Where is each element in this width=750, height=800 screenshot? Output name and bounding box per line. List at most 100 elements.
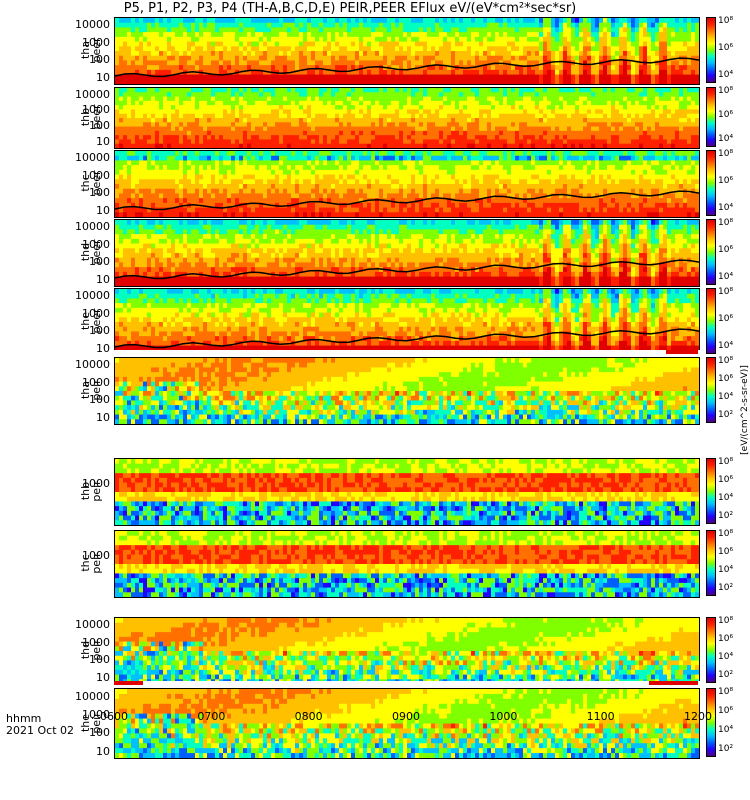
colorbar-tick-thb-peer: 10⁴ bbox=[718, 134, 733, 144]
spectrogram-thb-peir bbox=[114, 458, 700, 526]
chart-title: P5, P1, P2, P3, P4 (TH-A,B,C,D,E) PEIR,P… bbox=[0, 1, 700, 16]
ytick-tha-peir: 1000 bbox=[0, 376, 110, 389]
ytick-the-peer: 10 bbox=[0, 342, 110, 355]
flag-segment bbox=[665, 350, 698, 354]
colorbar-tick-tha-peer: 10⁴ bbox=[718, 70, 733, 80]
colorbar-tick-thd-peir: 10⁸ bbox=[718, 616, 733, 626]
spacecraft-potential-line bbox=[115, 57, 699, 78]
xtick-label: 0900 bbox=[392, 710, 420, 723]
colorbar-tick-the-peir: 10² bbox=[718, 744, 733, 754]
ytick-thb-peer: 10 bbox=[0, 135, 110, 148]
flag-segment bbox=[649, 681, 698, 685]
spectrogram-thd-peir bbox=[114, 617, 700, 685]
colorbar-tick-thd-peir: 10⁴ bbox=[718, 652, 733, 662]
spectrogram-image-thd-peir bbox=[115, 618, 699, 684]
ytick-thd-peer: 1000 bbox=[0, 238, 110, 251]
spectrogram-image-thd-peer bbox=[115, 220, 699, 286]
ytick-thb-peer: 1000 bbox=[0, 103, 110, 116]
colorbar-tick-thc-peir: 10⁸ bbox=[718, 529, 733, 539]
colorbar-tick-tha-peer: 10⁶ bbox=[718, 43, 733, 53]
colorbar-thd-peer bbox=[706, 219, 716, 285]
time-axis-units: hhmm bbox=[6, 712, 41, 725]
spectrogram-the-peir bbox=[114, 688, 700, 759]
ytick-thc-peer: 10 bbox=[0, 204, 110, 217]
colorbar-tha-peer bbox=[706, 17, 716, 83]
colorbar-tick-the-peir: 10⁴ bbox=[718, 725, 733, 735]
colorbar-tick-thb-peir: 10⁸ bbox=[718, 457, 733, 467]
spacecraft-potential-line bbox=[115, 190, 699, 211]
colorbar-tick-the-peer: 10⁸ bbox=[718, 287, 733, 297]
spacecraft-potential-line bbox=[115, 259, 699, 280]
flag-segment bbox=[114, 681, 144, 685]
spectrogram-tha-peer bbox=[114, 17, 700, 85]
ytick-the-peir: 100 bbox=[0, 726, 110, 739]
ytick-tha-peer: 10000 bbox=[0, 18, 110, 31]
spectrogram-thc-peer bbox=[114, 150, 700, 218]
colorbar-the-peir bbox=[706, 688, 716, 757]
ytick-tha-peer: 1000 bbox=[0, 36, 110, 49]
xtick-label: 1200 bbox=[684, 710, 712, 723]
xtick-label: 1000 bbox=[489, 710, 517, 723]
colorbar-tick-thc-peir: 10⁴ bbox=[718, 565, 733, 575]
colorbar-tick-tha-peir: 10⁴ bbox=[718, 392, 733, 402]
ytick-the-peir: 1000 bbox=[0, 708, 110, 721]
colorbar-tick-thb-peir: 10⁴ bbox=[718, 493, 733, 503]
ytick-tha-peir: 10000 bbox=[0, 358, 110, 371]
spectrogram-the-peer bbox=[114, 288, 700, 356]
ytick-the-peer: 100 bbox=[0, 324, 110, 337]
colorbar-tick-thd-peir: 10² bbox=[718, 670, 733, 680]
colorbar-tick-tha-peer: 10⁸ bbox=[718, 16, 733, 26]
ytick-thb-peer: 10000 bbox=[0, 88, 110, 101]
colorbar-tick-thb-peir: 10² bbox=[718, 511, 733, 521]
xtick-label: 0600 bbox=[100, 710, 128, 723]
ytick-thc-peir: 1000 bbox=[0, 549, 110, 562]
colorbar-thc-peer bbox=[706, 150, 716, 216]
ytick-thc-peer: 1000 bbox=[0, 169, 110, 182]
colorbar-tick-tha-peir: 10⁶ bbox=[718, 374, 733, 384]
colorbar-tick-thd-peer: 10⁶ bbox=[718, 245, 733, 255]
colorbar-tha-peir bbox=[706, 357, 716, 423]
ytick-tha-peer: 100 bbox=[0, 53, 110, 66]
flag-bar-tha-peir bbox=[114, 350, 700, 356]
spectrogram-image-thb-peir bbox=[115, 459, 699, 525]
spectrogram-image-the-peir bbox=[115, 689, 699, 758]
time-axis: 0600 0700 0800 0900 1000 1100 1200 bbox=[0, 710, 750, 740]
ytick-thc-peer: 100 bbox=[0, 186, 110, 199]
colorbar-tick-thc-peer: 10⁴ bbox=[718, 203, 733, 213]
xtick-label: 1100 bbox=[587, 710, 615, 723]
colorbar-tick-the-peir: 10⁶ bbox=[718, 706, 733, 716]
ytick-the-peer: 10000 bbox=[0, 289, 110, 302]
spectrogram-image-thb-peer bbox=[115, 88, 699, 148]
colorbar-tick-thb-peir: 10⁶ bbox=[718, 475, 733, 485]
spectrogram-image-tha-peer bbox=[115, 18, 699, 84]
colorbar-tick-thd-peir: 10⁶ bbox=[718, 634, 733, 644]
ytick-thd-peir: 1000 bbox=[0, 636, 110, 649]
ytick-thd-peer: 10 bbox=[0, 273, 110, 286]
spectrogram-thc-peir bbox=[114, 530, 700, 598]
colorbar-tick-thc-peer: 10⁶ bbox=[718, 176, 733, 186]
colorbar-thb-peir bbox=[706, 458, 716, 524]
xtick-label: 0700 bbox=[197, 710, 225, 723]
spectrogram-image-the-peer bbox=[115, 289, 699, 355]
spectrogram-image-thc-peer bbox=[115, 151, 699, 217]
spectrogram-thb-peer bbox=[114, 87, 700, 149]
colorbar-thb-peer bbox=[706, 87, 716, 147]
spectrogram-thd-peer bbox=[114, 219, 700, 287]
ytick-thc-peer: 10000 bbox=[0, 151, 110, 164]
colorbar-tick-thd-peer: 10⁴ bbox=[718, 272, 733, 282]
colorbar-tick-thb-peer: 10⁸ bbox=[718, 86, 733, 96]
ytick-thd-peir: 10000 bbox=[0, 618, 110, 631]
ytick-thd-peer: 100 bbox=[0, 255, 110, 268]
ytick-thb-peir: 1000 bbox=[0, 477, 110, 490]
ytick-thd-peer: 10000 bbox=[0, 220, 110, 233]
spectrogram-tha-peir bbox=[114, 357, 700, 425]
ytick-tha-peer: 10 bbox=[0, 71, 110, 84]
date-label: 2021 Oct 02 bbox=[6, 724, 74, 737]
ytick-tha-peir: 10 bbox=[0, 411, 110, 424]
spectrogram-image-thc-peir bbox=[115, 531, 699, 597]
flag-bar-the-peir bbox=[114, 681, 700, 687]
colorbar-tick-the-peir: 10⁸ bbox=[718, 687, 733, 697]
colorbar-the-peer bbox=[706, 288, 716, 354]
colorbar-thc-peir bbox=[706, 530, 716, 596]
colorbar-tick-thc-peir: 10² bbox=[718, 583, 733, 593]
